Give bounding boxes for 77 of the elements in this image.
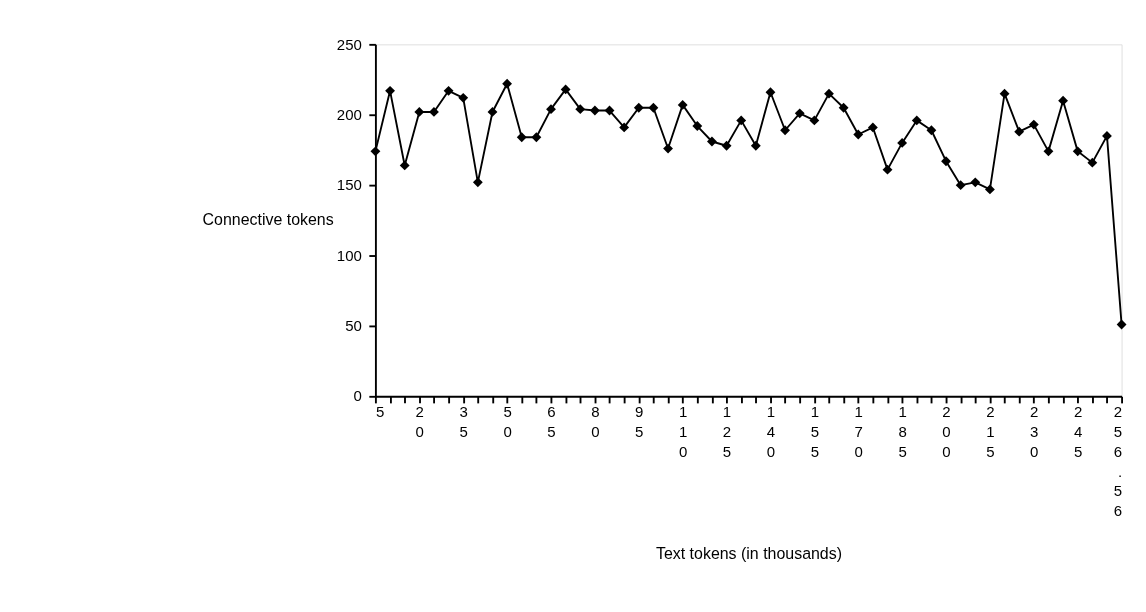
y-tick-label: 150 xyxy=(336,176,362,194)
point xyxy=(692,121,703,131)
point xyxy=(721,140,732,151)
point xyxy=(589,105,600,116)
point xyxy=(619,122,630,133)
point xyxy=(648,102,659,113)
point xyxy=(1102,130,1112,141)
point xyxy=(546,104,556,115)
point xyxy=(911,115,922,126)
point xyxy=(867,122,878,133)
point xyxy=(443,85,454,96)
x-axis-title: Text tokens (in thousands) xyxy=(655,545,843,563)
point xyxy=(999,88,1010,99)
x-tick-label: 5 xyxy=(375,403,385,421)
point xyxy=(780,125,791,136)
point xyxy=(1043,146,1054,157)
point xyxy=(941,156,951,167)
point xyxy=(429,107,439,117)
y-tick-label: 250 xyxy=(336,35,362,53)
x-tick-label: 65 xyxy=(547,403,556,441)
point xyxy=(399,160,410,171)
point xyxy=(765,87,776,98)
point xyxy=(385,85,395,96)
x-tick-label: 20 xyxy=(415,403,424,441)
point xyxy=(575,104,586,115)
point xyxy=(633,102,644,113)
x-tick-label: 50 xyxy=(503,403,512,441)
point xyxy=(677,99,688,110)
x-tick-label: 110 xyxy=(678,403,688,460)
point xyxy=(531,132,542,143)
point xyxy=(809,115,820,126)
point xyxy=(1058,95,1068,106)
point xyxy=(970,177,981,188)
x-tick-label: 230 xyxy=(1030,403,1039,460)
x-tick-label: 200 xyxy=(942,403,951,460)
point xyxy=(516,132,527,143)
point xyxy=(736,115,747,126)
x-tick-label: 155 xyxy=(810,403,819,460)
y-axis-title: Connective tokens xyxy=(202,211,334,229)
point xyxy=(955,180,966,191)
point xyxy=(794,108,805,119)
point xyxy=(897,138,908,148)
point xyxy=(663,143,673,154)
point xyxy=(502,78,513,89)
y-tick-label: 0 xyxy=(353,387,362,405)
point xyxy=(824,88,834,99)
x-tick-label: 170 xyxy=(854,403,863,460)
x-tick-label: 80 xyxy=(591,403,600,441)
y-tick-label: 50 xyxy=(345,317,362,335)
x-tick-label: 245 xyxy=(1074,403,1083,460)
point xyxy=(1116,319,1127,330)
x-tick-label: 35 xyxy=(459,403,468,441)
point xyxy=(1087,157,1098,168)
point xyxy=(750,140,761,151)
y-tick-label: 100 xyxy=(336,246,362,264)
point xyxy=(560,84,571,95)
point xyxy=(882,164,893,175)
point xyxy=(1028,119,1039,130)
point xyxy=(414,107,425,117)
point xyxy=(926,125,937,136)
x-tick-label: 256.56 xyxy=(1113,403,1123,519)
point xyxy=(458,92,469,103)
x-tick-label: 95 xyxy=(635,403,644,441)
x-tick-label: 140 xyxy=(766,403,776,460)
point xyxy=(707,136,717,147)
point xyxy=(985,184,995,195)
y-tick-label: 200 xyxy=(336,105,362,123)
point xyxy=(1072,146,1083,157)
point xyxy=(1014,126,1025,137)
x-tick-label: 125 xyxy=(722,403,732,460)
point xyxy=(838,102,849,113)
point xyxy=(487,107,498,117)
x-tick-label: 185 xyxy=(898,403,907,460)
point xyxy=(853,129,864,140)
x-tick-label: 215 xyxy=(986,403,995,460)
point xyxy=(370,146,381,157)
point xyxy=(472,177,483,188)
